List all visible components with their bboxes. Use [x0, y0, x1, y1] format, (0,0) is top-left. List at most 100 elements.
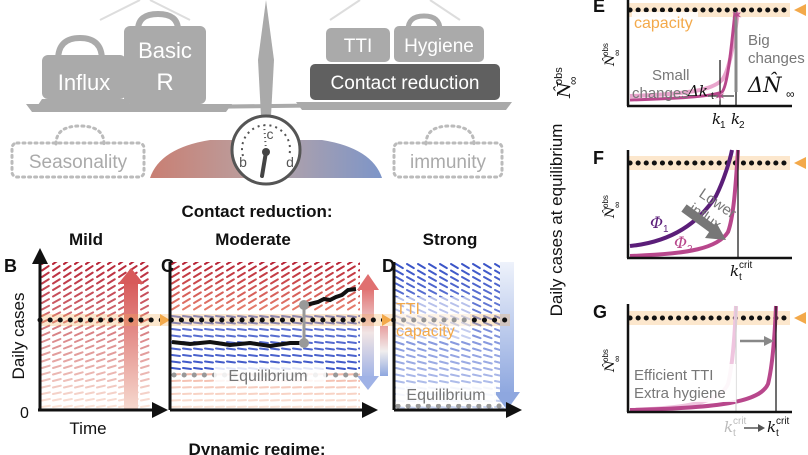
- flow-dash: [107, 278, 116, 285]
- flow-dash: [215, 297, 224, 304]
- flow-dash: [85, 311, 95, 317]
- flow-dash: [461, 282, 471, 289]
- flow-dash: [417, 282, 427, 289]
- flow-dash: [140, 337, 150, 343]
- panel-e-big-1: Big: [748, 32, 770, 49]
- panel-c-equilibrium-label: Equilibrium: [228, 368, 307, 385]
- flow-dash: [215, 360, 225, 364]
- flow-dash: [325, 304, 334, 311]
- flow-dash: [52, 278, 61, 285]
- flow-dash: [270, 262, 277, 265]
- flow-dash: [428, 282, 438, 289]
- flow-dash: [395, 380, 405, 384]
- panel-g-kcrit-b-sup: crit: [776, 416, 790, 427]
- flow-dash: [336, 315, 346, 318]
- flow-dash: [140, 398, 150, 402]
- flow-dash: [450, 269, 459, 276]
- flow-dash: [171, 278, 180, 285]
- flow-dash: [182, 367, 192, 370]
- flow-dash: [292, 304, 301, 311]
- flow-dash: [74, 284, 83, 291]
- flow-dash: [347, 297, 356, 304]
- panel-g-y-symbol-n: N̂: [602, 360, 618, 373]
- flow-dash: [85, 364, 95, 369]
- flow-dash: [74, 357, 84, 363]
- flow-dash: [303, 284, 312, 291]
- flow-dash: [461, 289, 471, 295]
- flow-dash: [439, 360, 449, 365]
- flow-dash: [204, 265, 213, 272]
- panel-e-small-1: Small: [652, 67, 690, 84]
- flow-dash: [292, 360, 302, 364]
- panel-c-up-arrow-shaft: [362, 288, 374, 378]
- flow-dash: [226, 278, 235, 285]
- flow-dash: [314, 265, 323, 272]
- flow-dash: [461, 367, 471, 371]
- flow-dash: [292, 328, 302, 331]
- flow-dash: [182, 347, 192, 351]
- flow-dash: [52, 304, 62, 311]
- flow-dash: [52, 291, 61, 298]
- flow-dash: [74, 324, 84, 330]
- flow-dash: [281, 354, 291, 357]
- panel-g-y-symbol-sup: obs: [601, 349, 610, 362]
- flow-dash: [248, 360, 258, 364]
- flow-dash: [74, 391, 84, 395]
- flow-dash: [292, 284, 301, 291]
- flow-dash: [85, 344, 95, 350]
- flow-dash: [204, 321, 214, 325]
- flow-dash: [63, 398, 73, 402]
- flow-dash: [325, 315, 335, 318]
- flow-dash: [281, 278, 290, 285]
- flow-dash: [193, 321, 203, 325]
- flow-dash: [193, 367, 203, 370]
- flow-dash: [248, 278, 257, 285]
- flow-dash: [41, 404, 51, 408]
- flow-dash: [193, 328, 203, 331]
- flow-dash: [237, 354, 247, 357]
- flow-dash: [483, 380, 493, 384]
- flow-dash: [325, 284, 334, 291]
- flow-dash: [314, 328, 324, 331]
- flow-dash: [461, 380, 471, 384]
- flow-dash: [325, 278, 334, 285]
- flow-dash: [85, 291, 94, 298]
- panel-b-letter: B: [4, 256, 17, 276]
- flow-dash: [347, 265, 356, 272]
- flow-dash: [107, 324, 117, 330]
- flow-dash: [140, 357, 150, 363]
- y-axis-zero: 0: [20, 405, 29, 422]
- flow-dash: [63, 377, 73, 382]
- panel-f-letter: F: [593, 148, 604, 168]
- flow-dash: [259, 360, 269, 364]
- dial-label-c: c: [267, 126, 274, 142]
- flow-dash: [248, 315, 258, 318]
- flow-dash: [193, 315, 203, 318]
- flow-dash: [74, 377, 84, 382]
- flow-dash: [259, 315, 269, 318]
- flow-dash: [439, 406, 449, 409]
- flow-dash: [395, 282, 405, 289]
- flow-dash: [483, 289, 493, 295]
- flow-dash: [140, 324, 150, 330]
- flow-dash: [85, 398, 95, 402]
- flow-dash: [140, 331, 150, 337]
- panel-e-big-symbol: ΔN̂: [747, 73, 782, 97]
- flow-dash: [41, 298, 51, 304]
- flow-dash: [314, 341, 324, 344]
- flow-dash: [52, 271, 61, 278]
- panel-e-letter: E: [593, 0, 605, 16]
- flow-dash: [140, 391, 150, 395]
- flow-dash: [85, 384, 95, 389]
- right-axis-symbol-sup: obs: [553, 67, 565, 85]
- flow-dash: [74, 304, 84, 311]
- flow-dash: [314, 360, 324, 364]
- flow-dash: [472, 282, 482, 289]
- flow-dash: [314, 321, 324, 325]
- flow-dash: [461, 263, 470, 270]
- flow-dash: [450, 380, 460, 384]
- flow-dash: [41, 391, 51, 395]
- flow-dash: [303, 354, 313, 357]
- flow-dash: [63, 357, 73, 363]
- flow-dash: [259, 347, 269, 351]
